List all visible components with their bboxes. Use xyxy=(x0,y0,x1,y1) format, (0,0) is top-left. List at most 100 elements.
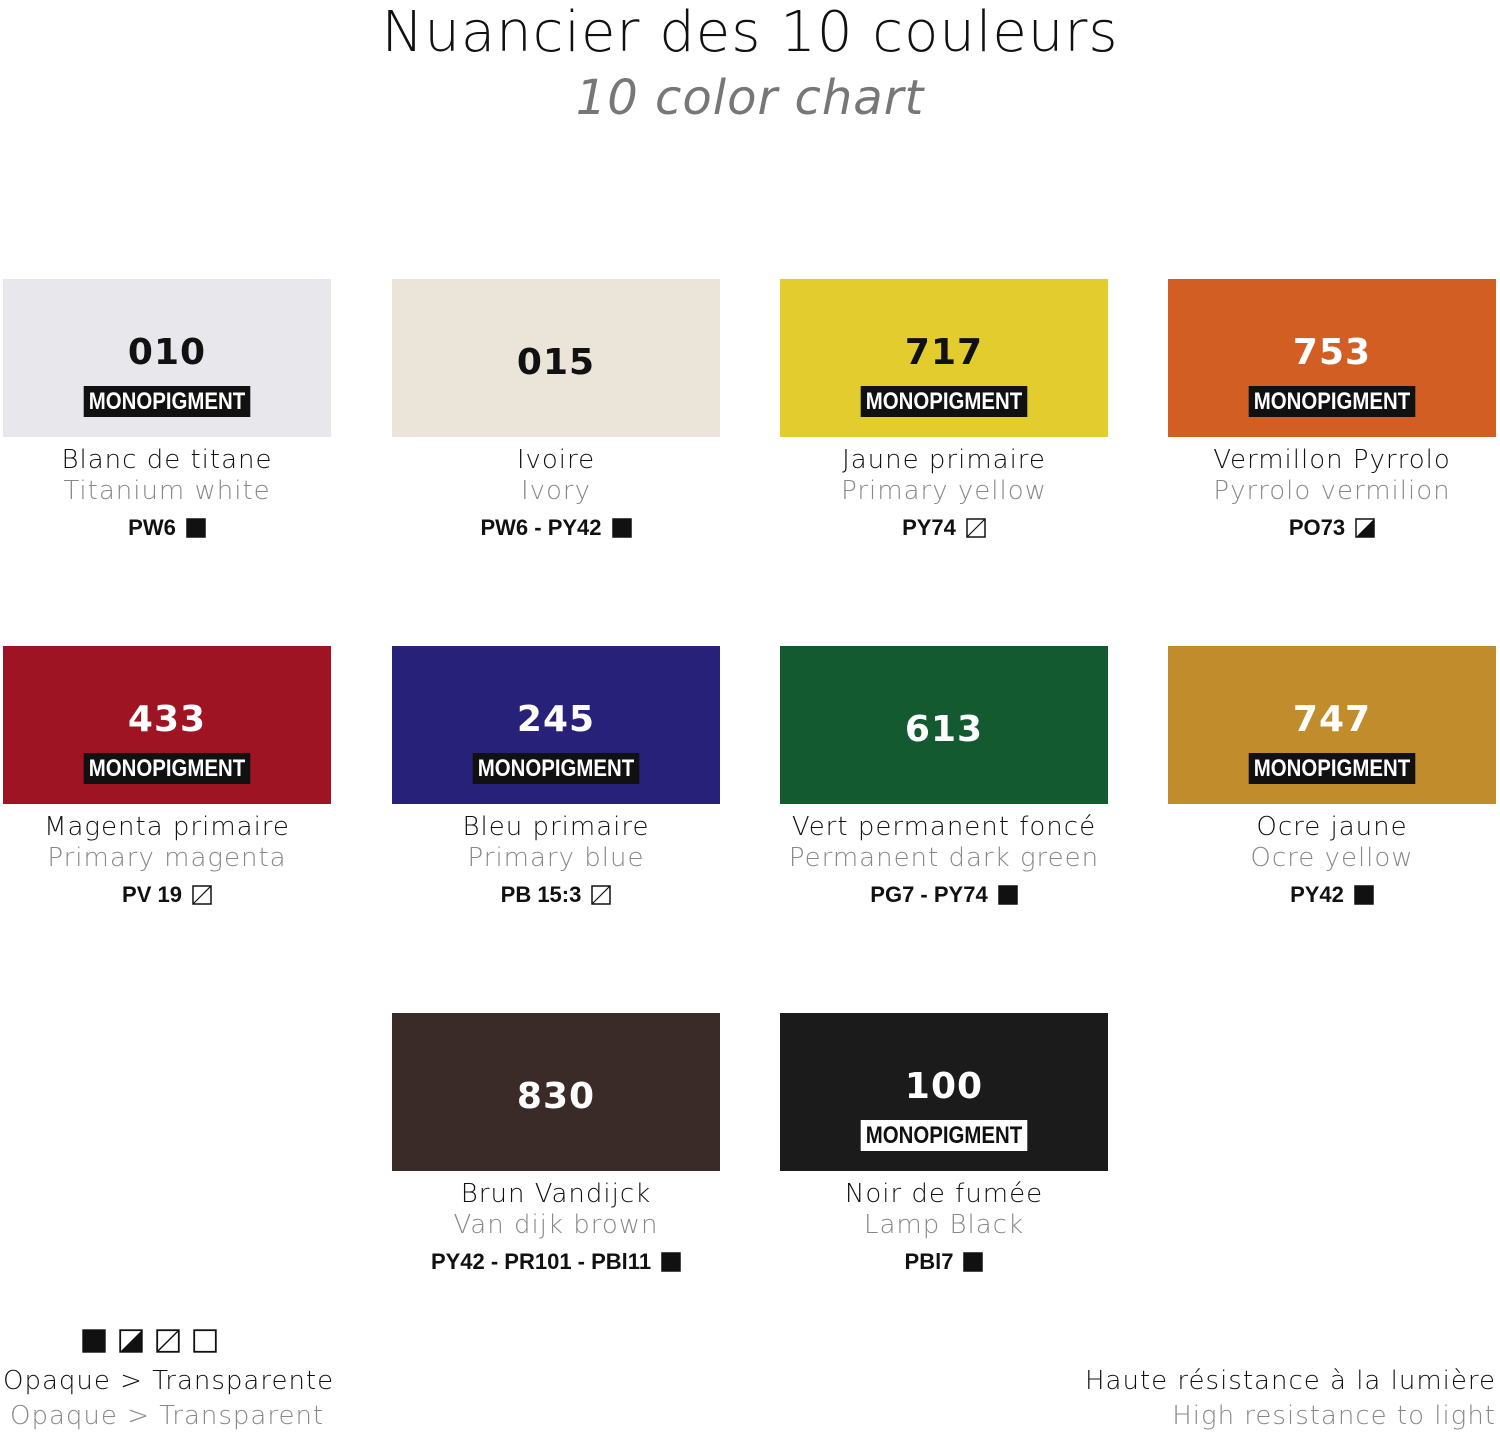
icon-part xyxy=(82,1329,106,1353)
pigment: PY74 xyxy=(902,515,956,540)
icon-part xyxy=(192,885,212,905)
icon-part xyxy=(1354,885,1374,905)
pigment-row: PG7 - PY74 xyxy=(780,882,1108,908)
name-en: Permanent dark green xyxy=(788,843,1100,873)
pigment: PY42 xyxy=(1290,882,1344,907)
icon-part xyxy=(611,518,632,538)
pigment: PY42 - PR101 - PBl11 xyxy=(430,1249,652,1274)
monopigment-badge: MONOPIGMENT xyxy=(860,386,1028,417)
opacity-icon xyxy=(611,518,632,538)
name-fr: Bleu primaire xyxy=(462,812,650,842)
pigment-row: PW6 - PY42 xyxy=(392,515,720,541)
swatch: 433 MONOPIGMENT xyxy=(3,646,331,804)
monopigment-badge: MONOPIGMENT xyxy=(1248,753,1416,784)
name-fr: Noir de fumée xyxy=(844,1179,1044,1209)
color-code: 717 xyxy=(904,332,984,373)
color-code: 433 xyxy=(127,699,207,740)
name-fr: Ocre jaune xyxy=(1256,812,1408,842)
icon-part xyxy=(156,1329,180,1353)
color-code: 015 xyxy=(516,342,596,383)
name-fr: Magenta primaire xyxy=(44,812,290,842)
pigment: PG7 - PY74 xyxy=(870,882,988,907)
icon-part xyxy=(120,1330,142,1352)
pigment: PBl7 xyxy=(904,1249,954,1274)
swatch: 753 MONOPIGMENT xyxy=(1168,279,1496,437)
pigment: PW6 xyxy=(128,515,176,540)
pigment-row: PB 15:3 xyxy=(392,882,720,908)
icon-part xyxy=(119,1329,143,1353)
opacity-icon xyxy=(963,1252,984,1272)
pigment: PO73 xyxy=(1288,515,1346,540)
name-en: Primary blue xyxy=(467,843,645,873)
opacity-icon xyxy=(192,885,212,905)
name-fr: Blanc de titane xyxy=(61,445,273,475)
swatch: 015 xyxy=(392,279,720,437)
pigment: PV 19 xyxy=(122,882,182,907)
name-en: Lamp Black xyxy=(863,1210,1025,1240)
opacity-icon xyxy=(1355,518,1375,538)
opacity-icon xyxy=(186,518,206,538)
light-fr: Haute résistance à la lumière xyxy=(1085,1366,1496,1396)
icon-part xyxy=(963,1252,984,1272)
color-code: 613 xyxy=(904,709,984,750)
opacity-legend-icons xyxy=(82,1329,217,1353)
opacity-icon xyxy=(1354,885,1374,905)
icon-part xyxy=(661,1252,681,1272)
icon-part xyxy=(1356,519,1375,537)
icon-part xyxy=(591,885,611,905)
name-en: Primary magenta xyxy=(47,843,287,873)
light-en: High resistance to light xyxy=(1172,1401,1496,1431)
subtitle: 10 color chart xyxy=(575,70,925,126)
monopigment-badge: MONOPIGMENT xyxy=(83,753,251,784)
swatch: 100 MONOPIGMENT xyxy=(780,1013,1108,1171)
name-en: Primary yellow xyxy=(841,476,1047,506)
title: Nuancier des 10 couleurs xyxy=(381,0,1119,65)
pigment-row: PY74 xyxy=(780,515,1108,541)
color-code: 747 xyxy=(1292,699,1372,740)
icon-part xyxy=(966,518,986,538)
name-en: Ivory xyxy=(520,476,592,506)
icon-part xyxy=(186,518,206,538)
icon-part xyxy=(591,885,612,905)
opacity-icon xyxy=(661,1252,681,1272)
pigment-row: PO73 xyxy=(1168,515,1496,541)
icon-part xyxy=(966,518,986,538)
color-code: 245 xyxy=(516,699,596,740)
opacity-icon xyxy=(997,885,1018,905)
name-fr: Brun Vandijck xyxy=(460,1179,652,1209)
opacity-icon xyxy=(156,1329,180,1353)
swatch: 830 xyxy=(392,1013,720,1171)
pigment-row: PY42 - PR101 - PBl11 xyxy=(392,1249,720,1275)
pigment: PW6 - PY42 xyxy=(480,515,602,540)
icon-part xyxy=(156,1329,180,1353)
icon-part xyxy=(192,885,212,905)
swatch: 245 MONOPIGMENT xyxy=(392,646,720,804)
opacity-icon xyxy=(193,1329,217,1353)
opacity-icon xyxy=(119,1329,143,1353)
opacity-icon xyxy=(966,518,986,538)
opacity-icon xyxy=(591,885,612,905)
swatch: 747 MONOPIGMENT xyxy=(1168,646,1496,804)
name-fr: Vert permanent foncé xyxy=(791,812,1097,842)
swatch: 613 xyxy=(780,646,1108,804)
legend-en: Opaque > Transparent xyxy=(10,1401,325,1431)
color-code: 100 xyxy=(904,1066,984,1107)
monopigment-badge: MONOPIGMENT xyxy=(1248,386,1416,417)
color-code: 830 xyxy=(516,1076,596,1117)
monopigment-badge: MONOPIGMENT xyxy=(472,753,640,784)
name-fr: Vermillon Pyrrolo xyxy=(1213,445,1451,475)
color-code: 010 xyxy=(127,332,207,373)
swatch: 717 MONOPIGMENT xyxy=(780,279,1108,437)
pigment: PB 15:3 xyxy=(500,882,582,907)
icon-part xyxy=(997,885,1018,905)
icon-part xyxy=(193,1329,217,1353)
name-fr: Ivoire xyxy=(516,445,596,475)
opacity-icon xyxy=(82,1329,106,1353)
name-en: Titanium white xyxy=(63,476,271,506)
monopigment-badge: MONOPIGMENT xyxy=(83,386,251,417)
color-code: 753 xyxy=(1292,332,1372,373)
name-fr: Jaune primaire xyxy=(842,445,1046,475)
pigment-row: PV 19 xyxy=(3,882,331,908)
pigment-row: PBl7 xyxy=(780,1249,1108,1275)
